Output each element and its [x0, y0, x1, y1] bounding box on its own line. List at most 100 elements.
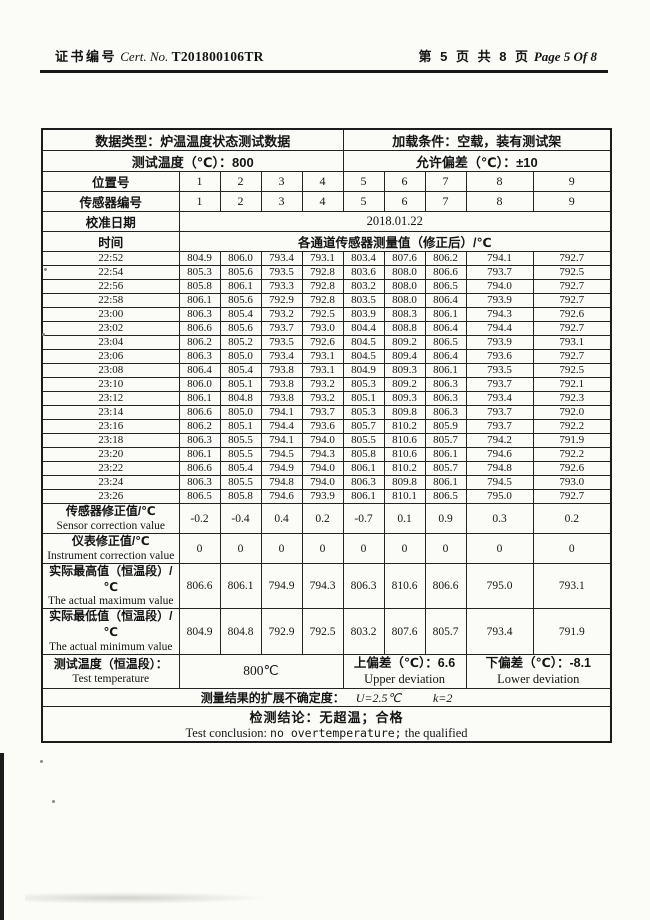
- reading-value-cell: 793.3: [260, 279, 303, 294]
- value-cell: 0: [465, 533, 534, 564]
- test-temperature-setting-row: 测试温度（℃）：800 允许偏差（℃）：±10: [41, 150, 612, 172]
- reading-value-cell: 810.6: [383, 447, 426, 462]
- uncertainty-row: 测量结果的扩展不确定度： U=2.5℃ k=2: [41, 687, 612, 707]
- reading-value-cell: 810.6: [383, 433, 426, 448]
- time-label-cell: 时间: [41, 231, 180, 252]
- value-cell: 1: [178, 191, 221, 212]
- reading-value-cell: 805.2: [219, 335, 262, 350]
- conclusion-row: 检测结论：无超温；合格 Test conclusion: no overtemp…: [41, 705, 612, 743]
- value-cell: 4: [301, 191, 344, 212]
- reading-value-cell: 805.6: [219, 321, 262, 336]
- reading-value-cell: 793.2: [301, 391, 344, 406]
- conclusion-cjk: 检测结论：无超温；合格: [249, 709, 404, 725]
- reading-value-cell: 795.0: [465, 489, 534, 504]
- reading-value-cell: 805.8: [342, 447, 385, 462]
- reading-value-cell: 809.3: [383, 391, 426, 406]
- reading-value-cell: 805.5: [219, 433, 262, 448]
- reading-value-cell: 806.4: [178, 363, 221, 378]
- uncertainty-u-value: U=2.5℃: [355, 690, 401, 705]
- reading-time-cell: 23:22: [41, 461, 180, 476]
- reading-time-cell: 23:16: [41, 419, 180, 434]
- reading-value-cell: 806.3: [178, 433, 221, 448]
- certificate-header: 证书编号 Cert. No. T201800106TR: [55, 46, 264, 65]
- reading-value-cell: 805.8: [219, 489, 262, 504]
- reading-value-cell: 804.9: [178, 251, 221, 266]
- reading-time-cell: 23:02: [41, 321, 180, 336]
- reading-value-cell: 793.5: [260, 335, 303, 350]
- reading-value-cell: 792.7: [532, 293, 612, 308]
- reading-time-cell: 22:52: [41, 251, 180, 266]
- reading-value-cell: 794.1: [465, 251, 534, 266]
- reading-value-cell: 794.0: [301, 433, 344, 448]
- value-cell: 9: [532, 191, 612, 212]
- reading-row: 23:02 806.6 805.6 793.7 793.0 804.4 808.8 806.4…: [41, 321, 612, 336]
- uncertainty-cell: 测量结果的扩展不确定度： U=2.5℃ k=2: [41, 687, 612, 707]
- reading-value-cell: 793.7: [465, 377, 534, 392]
- reading-value-cell: 805.3: [342, 405, 385, 420]
- reading-value-cell: 803.9: [342, 307, 385, 322]
- reading-row: 23:06 806.3 805.0 793.4 793.1 804.5 809.4 806.4…: [41, 349, 612, 364]
- header-divider-rule: [40, 70, 608, 73]
- value-cell: 0: [532, 533, 612, 564]
- reading-row: 23:12 806.1 804.8 793.8 793.2 805.1 809.3 806.3…: [41, 391, 612, 406]
- value-cell: 806.3: [342, 562, 385, 610]
- reading-row: 22:52 804.9 806.0 793.4 793.1 803.4 807.6 806.2…: [41, 251, 612, 266]
- reading-time-cell: 23:04: [41, 335, 180, 350]
- reading-value-cell: 805.8: [178, 279, 221, 294]
- reading-value-cell: 806.6: [424, 265, 467, 280]
- reading-value-cell: 793.9: [301, 489, 344, 504]
- reading-value-cell: 794.3: [465, 307, 534, 322]
- furnace-temperature-test-table: 数据类型：炉温温度状态测试数据 加载条件：空载，装有测试架 测试温度（℃）：80…: [41, 128, 613, 743]
- reading-value-cell: 793.9: [465, 335, 534, 350]
- value-cell: 0: [178, 533, 221, 564]
- reading-value-cell: 806.1: [178, 391, 221, 406]
- page-number-header: 第 5 页 共 8 页 Page 5 Of 8: [419, 46, 597, 65]
- reading-value-cell: 805.7: [342, 419, 385, 434]
- test-temperature-cell: 测试温度（℃）：800: [41, 150, 344, 172]
- reading-value-cell: 793.1: [301, 363, 344, 378]
- reading-value-cell: 806.3: [424, 405, 467, 420]
- actual-maximum-row: 实际最高值（恒温段）/℃ The actual maximum value 80…: [41, 562, 612, 610]
- reading-value-cell: 793.1: [301, 251, 344, 266]
- reading-value-cell: 805.0: [219, 405, 262, 420]
- value-cell: 793.1: [532, 562, 612, 610]
- reading-value-cell: 804.9: [342, 363, 385, 378]
- reading-value-cell: 793.4: [260, 251, 303, 266]
- actual-minimum-label-cell: 实际最低值（恒温段）/℃ The actual minimum value: [41, 608, 180, 655]
- value-cell: 5: [342, 191, 385, 212]
- reading-value-cell: 806.5: [424, 335, 467, 350]
- reading-value-cell: 806.1: [342, 489, 385, 504]
- reading-time-cell: 23:08: [41, 363, 180, 378]
- reading-value-cell: 806.3: [178, 349, 221, 364]
- reading-value-cell: 792.7: [532, 321, 612, 336]
- reading-value-cell: 794.5: [465, 475, 534, 490]
- reading-time-cell: 23:26: [41, 489, 180, 504]
- sensor-correction-row: 传感器修正值/℃ Sensor correction value -0.2 -0.…: [41, 503, 612, 534]
- reading-value-cell: 791.9: [532, 433, 612, 448]
- reading-value-cell: 794.2: [465, 433, 534, 448]
- reading-value-cell: 806.6: [178, 405, 221, 420]
- reading-value-cell: 792.7: [532, 489, 612, 504]
- value-cell: 0.1: [383, 503, 426, 534]
- reading-value-cell: 793.8: [260, 363, 303, 378]
- reading-value-cell: 792.1: [532, 377, 612, 392]
- reading-value-cell: 794.1: [260, 433, 303, 448]
- reading-value-cell: 808.3: [383, 307, 426, 322]
- value-cell: 0: [301, 533, 344, 564]
- reading-value-cell: 805.7: [424, 433, 467, 448]
- sensor-number-label-cell: 传感器编号: [41, 191, 180, 212]
- reading-value-cell: 793.9: [465, 293, 534, 308]
- reading-time-cell: 23:24: [41, 475, 180, 490]
- value-cell: 0.2: [532, 503, 612, 534]
- reading-value-cell: 806.0: [219, 251, 262, 266]
- reading-time-cell: 23:20: [41, 447, 180, 462]
- reading-value-cell: 794.6: [260, 489, 303, 504]
- reading-time-cell: 23:18: [41, 433, 180, 448]
- reading-value-cell: 808.0: [383, 293, 426, 308]
- reading-time-cell: 22:54: [41, 265, 180, 280]
- value-cell: 804.9: [178, 608, 221, 655]
- reading-value-cell: 793.7: [260, 321, 303, 336]
- value-cell: 3: [260, 171, 303, 192]
